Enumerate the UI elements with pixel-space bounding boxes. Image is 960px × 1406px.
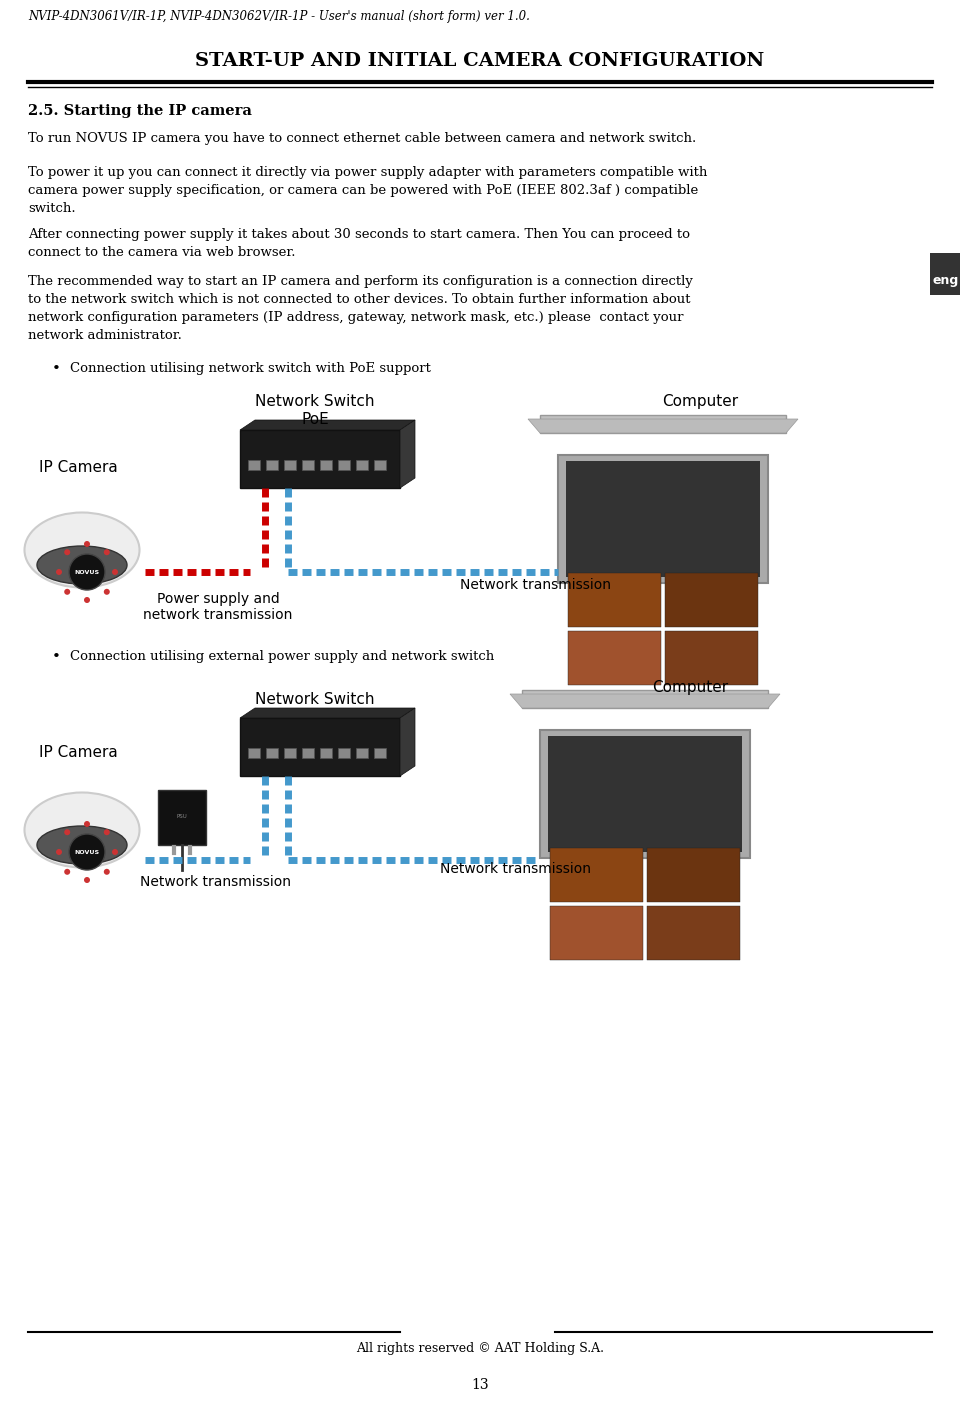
Text: NVIP-4DN3061V/IR-1P, NVIP-4DN3062V/IR-1P - User's manual (short form) ver 1.0.: NVIP-4DN3061V/IR-1P, NVIP-4DN3062V/IR-1P…	[28, 10, 530, 22]
Bar	[540, 730, 750, 858]
Circle shape	[56, 849, 62, 855]
Text: switch.: switch.	[28, 202, 76, 215]
Text: Network transmission: Network transmission	[139, 875, 291, 889]
Circle shape	[84, 598, 90, 603]
Text: The recommended way to start an IP camera and perform its configuration is a con: The recommended way to start an IP camer…	[28, 276, 693, 288]
Bar	[930, 253, 960, 295]
Bar	[266, 748, 278, 758]
Bar	[356, 748, 368, 758]
Circle shape	[104, 589, 109, 595]
Text: 2.5. Starting the IP camera: 2.5. Starting the IP camera	[28, 104, 252, 118]
Text: connect to the camera via web browser.: connect to the camera via web browser.	[28, 246, 296, 259]
Text: To power it up you can connect it directly via power supply adapter with paramet: To power it up you can connect it direct…	[28, 166, 708, 179]
Circle shape	[104, 550, 109, 555]
Ellipse shape	[52, 565, 112, 579]
Text: To run NOVUS IP camera you have to connect ethernet cable between camera and net: To run NOVUS IP camera you have to conne…	[28, 132, 696, 145]
Text: network transmission: network transmission	[143, 607, 293, 621]
Text: Network Switch: Network Switch	[255, 692, 374, 707]
Text: PSU: PSU	[177, 814, 187, 820]
Text: •: •	[52, 650, 60, 664]
Bar	[284, 748, 296, 758]
Text: network configuration parameters (IP address, gateway, network mask, etc.) pleas: network configuration parameters (IP add…	[28, 311, 684, 323]
Bar	[647, 848, 740, 903]
Text: network administrator.: network administrator.	[28, 329, 181, 342]
Polygon shape	[528, 419, 798, 433]
Text: PoE: PoE	[301, 412, 329, 427]
Text: All rights reserved © AAT Holding S.A.: All rights reserved © AAT Holding S.A.	[356, 1341, 604, 1355]
Text: eng: eng	[933, 274, 959, 287]
Bar	[522, 690, 768, 709]
Circle shape	[104, 869, 109, 875]
Circle shape	[56, 569, 62, 575]
Ellipse shape	[37, 825, 127, 865]
Bar	[374, 460, 386, 470]
Text: Network Switch: Network Switch	[255, 394, 374, 409]
Text: IP Camera: IP Camera	[38, 745, 117, 761]
Bar	[548, 735, 742, 852]
Polygon shape	[240, 420, 415, 430]
Bar	[284, 460, 296, 470]
Text: START-UP AND INITIAL CAMERA CONFIGURATION: START-UP AND INITIAL CAMERA CONFIGURATIO…	[196, 52, 764, 70]
Text: Computer: Computer	[662, 394, 738, 409]
Bar	[374, 748, 386, 758]
Bar	[356, 460, 368, 470]
Circle shape	[112, 569, 118, 575]
Bar	[566, 461, 760, 576]
Bar	[568, 574, 661, 627]
Text: to the network switch which is not connected to other devices. To obtain further: to the network switch which is not conne…	[28, 292, 690, 307]
Bar	[248, 748, 260, 758]
Text: camera power supply specification, or camera can be powered with PoE (IEEE 802.3: camera power supply specification, or ca…	[28, 184, 698, 197]
Bar	[540, 415, 786, 433]
Polygon shape	[400, 420, 415, 488]
Bar	[647, 905, 740, 960]
Circle shape	[64, 830, 70, 835]
Text: Power supply and: Power supply and	[156, 592, 279, 606]
Bar	[550, 848, 643, 903]
Polygon shape	[240, 709, 415, 718]
Bar	[266, 460, 278, 470]
Polygon shape	[400, 709, 415, 776]
Text: Connection utilising external power supply and network switch: Connection utilising external power supp…	[70, 650, 494, 664]
Text: IP Camera: IP Camera	[38, 460, 117, 475]
Text: Network transmission: Network transmission	[460, 578, 611, 592]
Text: After connecting power supply it takes about 30 seconds to start camera. Then Yo: After connecting power supply it takes a…	[28, 228, 690, 240]
Polygon shape	[510, 695, 780, 709]
Bar	[302, 748, 314, 758]
Text: Network transmission: Network transmission	[440, 862, 591, 876]
Bar	[240, 430, 400, 488]
Bar	[338, 748, 350, 758]
Bar	[320, 460, 332, 470]
Text: Computer: Computer	[652, 681, 728, 695]
Bar	[568, 631, 661, 685]
Circle shape	[104, 830, 109, 835]
Circle shape	[84, 821, 90, 827]
Ellipse shape	[37, 546, 127, 583]
Bar	[550, 905, 643, 960]
Circle shape	[64, 869, 70, 875]
Ellipse shape	[25, 793, 139, 868]
Ellipse shape	[52, 845, 112, 859]
Circle shape	[69, 554, 105, 591]
Circle shape	[112, 849, 118, 855]
Circle shape	[64, 589, 70, 595]
Bar	[558, 456, 768, 583]
Bar	[158, 790, 206, 845]
Circle shape	[84, 541, 90, 547]
Text: NOVUS: NOVUS	[75, 569, 100, 575]
Text: •: •	[52, 361, 60, 375]
Text: Connection utilising network switch with PoE support: Connection utilising network switch with…	[70, 361, 431, 375]
Bar	[248, 460, 260, 470]
Bar	[240, 718, 400, 776]
Bar	[665, 574, 758, 627]
Text: 13: 13	[471, 1378, 489, 1392]
Bar	[665, 631, 758, 685]
Circle shape	[64, 550, 70, 555]
Ellipse shape	[25, 513, 139, 588]
Text: NOVUS: NOVUS	[75, 849, 100, 855]
Bar	[302, 460, 314, 470]
Bar	[338, 460, 350, 470]
Circle shape	[69, 834, 105, 870]
Bar	[320, 748, 332, 758]
Circle shape	[84, 877, 90, 883]
